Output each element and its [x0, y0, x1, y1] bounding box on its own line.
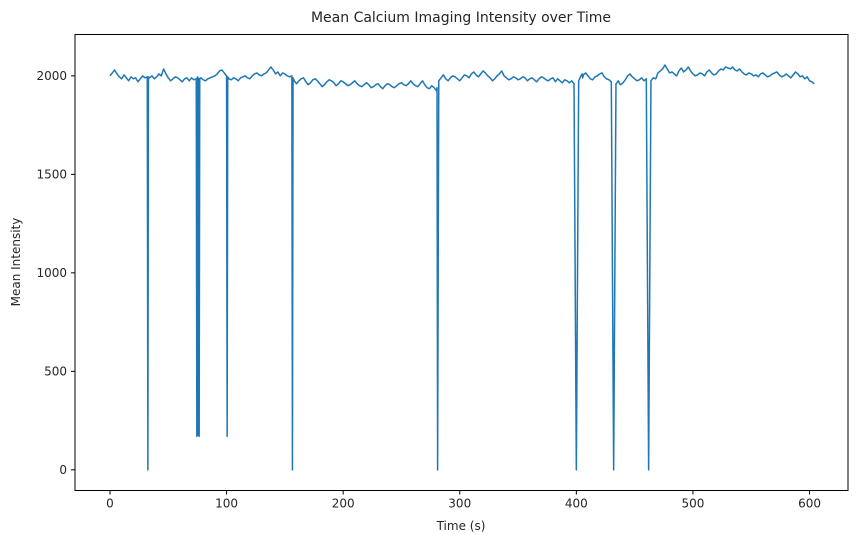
x-axis: 0 100 200 300 400 500 600	[106, 490, 821, 511]
y-axis-label: Mean Intensity	[9, 218, 23, 307]
x-axis-label: Time (s)	[436, 519, 486, 533]
x-tick-label: 200	[332, 497, 355, 511]
chart-title: Mean Calcium Imaging Intensity over Time	[311, 10, 611, 26]
x-tick-label: 500	[681, 497, 704, 511]
x-tick-label: 400	[565, 497, 588, 511]
x-tick-label: 600	[798, 497, 821, 511]
plot-area	[74, 34, 849, 491]
y-tick-label: 0	[59, 463, 67, 477]
x-tick-label: 300	[448, 497, 471, 511]
intensity-series-line	[109, 64, 815, 471]
y-tick-label: 2000	[36, 69, 67, 83]
y-tick-label: 1500	[36, 167, 67, 181]
x-tick-label: 0	[106, 497, 114, 511]
y-axis: 0 500 1000 1500 2000	[36, 69, 75, 477]
y-tick-label: 500	[44, 364, 67, 378]
y-tick-label: 1000	[36, 266, 67, 280]
x-tick-label: 100	[215, 497, 238, 511]
plot-frame	[74, 34, 849, 491]
